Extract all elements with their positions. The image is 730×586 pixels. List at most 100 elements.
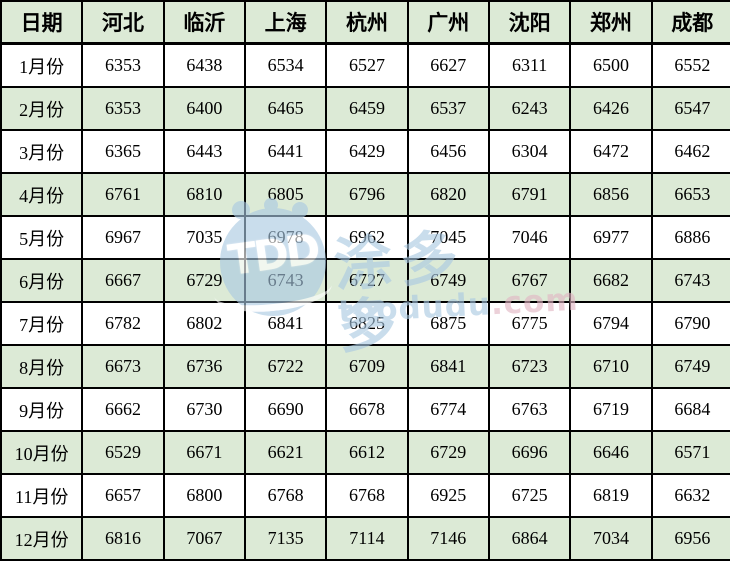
row-label-month: 10月份 <box>0 430 84 475</box>
table-cell: 6761 <box>81 172 165 217</box>
table-cell: 6667 <box>81 258 165 303</box>
row-label-month: 3月份 <box>0 129 84 174</box>
table-cell: 6571 <box>650 430 730 475</box>
table-cell: 6886 <box>650 215 730 260</box>
table-cell: 6657 <box>81 473 165 518</box>
table-cell: 6820 <box>406 172 490 217</box>
table-cell: 6353 <box>81 86 165 131</box>
table-row: 2月份 6353 6400 6465 6459 6537 6243 6426 6547 <box>0 86 730 131</box>
table-cell: 6730 <box>162 387 246 432</box>
table-cell: 6304 <box>487 129 572 174</box>
table-row: 9月份 6662 6730 6690 6678 6774 6763 6719 6684 <box>0 387 730 432</box>
table-cell: 6696 <box>487 430 572 475</box>
table-cell: 6956 <box>650 516 730 561</box>
table-cell: 6682 <box>569 258 653 303</box>
table-cell: 7114 <box>325 516 409 561</box>
table-cell: 6743 <box>650 258 730 303</box>
header-row: 日期 河北 临沂 上海 杭州 广州 沈阳 郑州 成都 <box>0 0 730 45</box>
table-cell: 6671 <box>162 430 246 475</box>
table-cell: 6441 <box>243 129 328 174</box>
table-cell: 6719 <box>569 387 653 432</box>
table-cell: 6552 <box>650 42 730 88</box>
table-cell: 6729 <box>162 258 246 303</box>
table-cell: 6978 <box>243 215 328 260</box>
table-cell: 6768 <box>325 473 409 518</box>
table-row: 1月份 6353 6438 6534 6527 6627 6311 6500 6552 <box>0 42 730 88</box>
table-cell: 6749 <box>406 258 490 303</box>
table-cell: 6443 <box>162 129 246 174</box>
table-cell: 6662 <box>81 387 165 432</box>
table-cell: 6527 <box>325 42 409 88</box>
column-header-shanghai: 上海 <box>243 0 328 45</box>
table-cell: 6722 <box>243 344 328 389</box>
table-cell: 6856 <box>569 172 653 217</box>
table-cell: 6841 <box>406 344 490 389</box>
table-cell: 6646 <box>569 430 653 475</box>
table-cell: 6684 <box>650 387 730 432</box>
row-label-month: 8月份 <box>0 344 84 389</box>
table-cell: 6805 <box>243 172 328 217</box>
table-cell: 6729 <box>406 430 490 475</box>
table-cell: 6462 <box>650 129 730 174</box>
table-cell: 6800 <box>162 473 246 518</box>
table-cell: 6816 <box>81 516 165 561</box>
table-cell: 6768 <box>243 473 328 518</box>
table-cell: 6459 <box>325 86 409 131</box>
row-label-month: 5月份 <box>0 215 84 260</box>
table-cell: 7046 <box>487 215 572 260</box>
table-cell: 6529 <box>81 430 165 475</box>
table-row: 8月份 6673 6736 6722 6709 6841 6723 6710 6749 <box>0 344 730 389</box>
table-row: 7月份 6782 6802 6841 6825 6875 6775 6794 6790 <box>0 301 730 346</box>
table-cell: 6841 <box>243 301 328 346</box>
table-cell: 6621 <box>243 430 328 475</box>
table-cell: 6782 <box>81 301 165 346</box>
table-cell: 6537 <box>406 86 490 131</box>
row-label-month: 9月份 <box>0 387 84 432</box>
table-cell: 6627 <box>406 42 490 88</box>
table-cell: 6534 <box>243 42 328 88</box>
table-cell: 6810 <box>162 172 246 217</box>
table-cell: 6429 <box>325 129 409 174</box>
table-cell: 6725 <box>487 473 572 518</box>
table-row: 11月份 6657 6800 6768 6768 6925 6725 6819 6632 <box>0 473 730 518</box>
table-cell: 6465 <box>243 86 328 131</box>
table-cell: 7146 <box>406 516 490 561</box>
table-cell: 6790 <box>650 301 730 346</box>
table-cell: 6802 <box>162 301 246 346</box>
table-cell: 6875 <box>406 301 490 346</box>
table-row: 6月份 6667 6729 6743 6727 6749 6767 6682 6743 <box>0 258 730 303</box>
table-cell: 6796 <box>325 172 409 217</box>
table-cell: 7035 <box>162 215 246 260</box>
table-row: 12月份 6816 7067 7135 7114 7146 6864 7034 6956 <box>0 516 730 561</box>
table-cell: 6365 <box>81 129 165 174</box>
table-cell: 6400 <box>162 86 246 131</box>
table-cell: 6749 <box>650 344 730 389</box>
table-cell: 6472 <box>569 129 653 174</box>
column-header-hangzhou: 杭州 <box>325 0 409 45</box>
column-header-zhengzhou: 郑州 <box>569 0 653 45</box>
table-cell: 6632 <box>650 473 730 518</box>
table-cell: 6791 <box>487 172 572 217</box>
table-row: 10月份 6529 6671 6621 6612 6729 6696 6646 6571 <box>0 430 730 475</box>
table-cell: 6612 <box>325 430 409 475</box>
row-label-month: 4月份 <box>0 172 84 217</box>
table-cell: 6678 <box>325 387 409 432</box>
table-row: 5月份 6967 7035 6978 6962 7045 7046 6977 6886 <box>0 215 730 260</box>
column-header-guangzhou: 广州 <box>406 0 490 45</box>
table-cell: 6723 <box>487 344 572 389</box>
table-cell: 7045 <box>406 215 490 260</box>
table-cell: 6962 <box>325 215 409 260</box>
table-cell: 6353 <box>81 42 165 88</box>
table-cell: 6763 <box>487 387 572 432</box>
table-cell: 6456 <box>406 129 490 174</box>
column-header-hebei: 河北 <box>81 0 165 45</box>
table-row: 4月份 6761 6810 6805 6796 6820 6791 6856 6653 <box>0 172 730 217</box>
table-cell: 6426 <box>569 86 653 131</box>
table-header: 日期 河北 临沂 上海 杭州 广州 沈阳 郑州 成都 <box>0 0 730 45</box>
row-label-month: 12月份 <box>0 516 84 561</box>
table-cell: 6767 <box>487 258 572 303</box>
column-header-linyi: 临沂 <box>162 0 246 45</box>
table-cell: 6547 <box>650 86 730 131</box>
table-cell: 6243 <box>487 86 572 131</box>
